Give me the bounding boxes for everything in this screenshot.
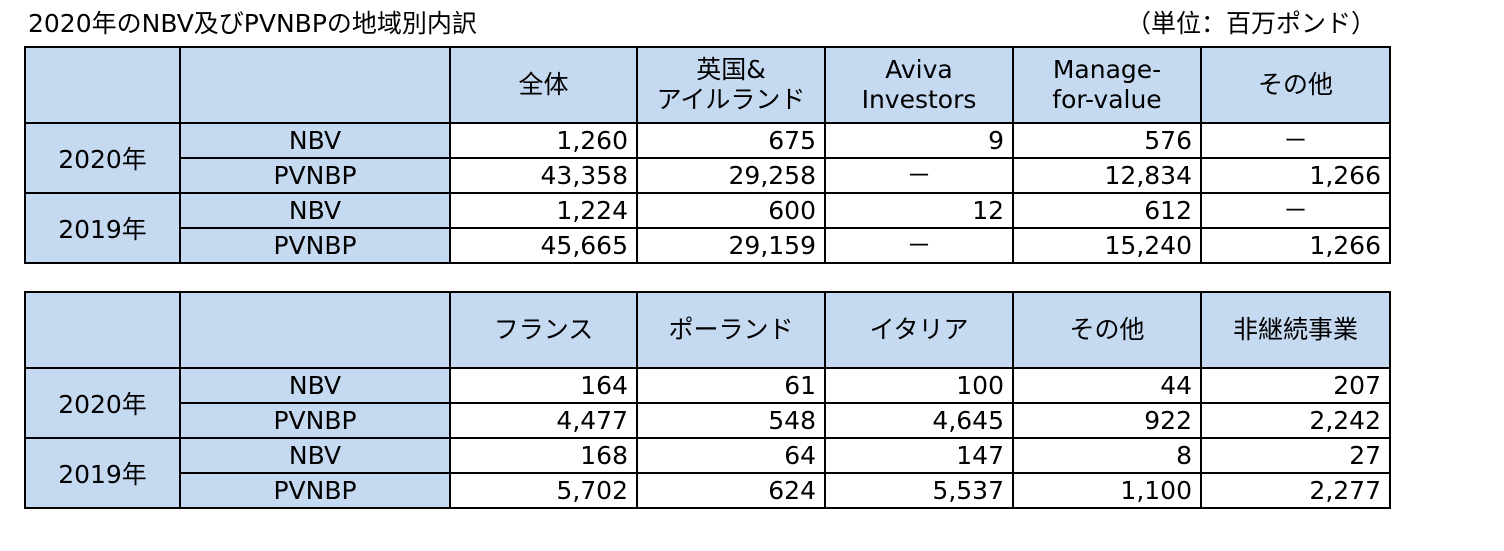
table-row: PVNBP 45,665 29,159 － 15,240 1,266 xyxy=(25,227,1391,264)
value-cell: 44 xyxy=(1012,367,1202,404)
table-row: 2020年 NBV 164 61 100 44 207 xyxy=(24,367,1391,439)
value-cell: 1,224 xyxy=(449,192,638,229)
value-cell: 207 xyxy=(1200,367,1391,404)
value-cell: 8 xyxy=(1012,437,1202,474)
value-cell: 4,477 xyxy=(449,402,638,439)
value-cell: 147 xyxy=(824,437,1014,474)
column-header: イタリア xyxy=(824,291,1014,369)
column-header: Aviva Investors xyxy=(824,46,1014,124)
metric-cell: NBV xyxy=(179,437,451,474)
table-header-row: 全体 英国& アイルランド Aviva Investors Manage-for-v… xyxy=(24,46,1391,124)
column-header: ポーランド xyxy=(636,291,826,369)
table-regional-breakdown-1: 全体 英国& アイルランド Aviva Investors Manage-for-v… xyxy=(24,46,1391,264)
value-cell: 9 xyxy=(824,122,1014,159)
table-header-row: フランス ポーランド イタリア その他 非継続事業 xyxy=(24,291,1391,369)
value-cell: 12 xyxy=(824,192,1014,229)
metric-cell: NBV xyxy=(179,122,451,159)
table-row: 2020年 NBV 1,260 675 9 576 － xyxy=(24,122,1391,194)
value-cell: 600 xyxy=(636,192,826,229)
value-cell: 548 xyxy=(636,402,826,439)
value-cell: 29,159 xyxy=(636,227,826,264)
metric-cell: PVNBP xyxy=(179,402,451,439)
column-header: 全体 xyxy=(449,46,638,124)
year-cell: 2020年 xyxy=(24,122,181,194)
header-blank xyxy=(24,291,181,369)
value-cell: 29,258 xyxy=(636,157,826,194)
value-cell: 1,100 xyxy=(1012,472,1202,509)
metric-cell: NBV xyxy=(179,367,451,404)
value-cell: 612 xyxy=(1012,192,1202,229)
header-line: Aviva xyxy=(885,55,953,84)
header-line: Manage- xyxy=(1052,55,1162,84)
column-header: その他 xyxy=(1012,291,1202,369)
value-cell: 1,266 xyxy=(1200,157,1391,194)
year-cell: 2020年 xyxy=(24,367,181,439)
header-blank xyxy=(24,46,181,124)
value-cell: 45,665 xyxy=(449,227,638,264)
table-row: 2019年 NBV 168 64 147 8 27 xyxy=(24,437,1391,509)
value-cell: － xyxy=(824,157,1014,194)
metric-cell: PVNBP xyxy=(179,157,451,194)
metric-cell: PVNBP xyxy=(179,472,451,509)
value-cell: 675 xyxy=(636,122,826,159)
table-row: PVNBP 5,702 624 5,537 1,100 2,277 xyxy=(25,472,1391,509)
value-cell: 15,240 xyxy=(1012,227,1202,264)
header-line: アイルランド xyxy=(656,85,806,114)
value-cell: 624 xyxy=(636,472,826,509)
value-cell: 168 xyxy=(449,437,638,474)
value-cell: 2,242 xyxy=(1200,402,1391,439)
year-cell: 2019年 xyxy=(24,192,181,264)
column-header: 英国& アイルランド xyxy=(636,46,826,124)
table-row: PVNBP 43,358 29,258 － 12,834 1,266 xyxy=(25,157,1391,194)
column-header: Manage-for-value xyxy=(1012,46,1202,124)
value-cell: － xyxy=(824,227,1014,264)
value-cell: 576 xyxy=(1012,122,1202,159)
header-blank xyxy=(179,46,451,124)
value-cell: 922 xyxy=(1012,402,1202,439)
metric-cell: NBV xyxy=(179,192,451,229)
header-line: 英国& xyxy=(696,55,766,84)
table-regional-breakdown-2: フランス ポーランド イタリア その他 非継続事業 2020年 NBV 164 61 1… xyxy=(24,291,1391,509)
page-title: 2020年のNBV及びPVNBPの地域別内訳 xyxy=(28,9,477,38)
header-line: for-value xyxy=(1052,85,1162,114)
value-cell: 5,702 xyxy=(449,472,638,509)
value-cell: 100 xyxy=(824,367,1014,404)
value-cell: 1,260 xyxy=(449,122,638,159)
column-header: フランス xyxy=(449,291,638,369)
value-cell: － xyxy=(1200,122,1391,159)
value-cell: 5,537 xyxy=(824,472,1014,509)
table-row: PVNBP 4,477 548 4,645 922 2,242 xyxy=(25,402,1391,439)
value-cell: － xyxy=(1200,192,1391,229)
value-cell: 27 xyxy=(1200,437,1391,474)
header-line: Investors xyxy=(861,85,977,114)
value-cell: 12,834 xyxy=(1012,157,1202,194)
table-row: 2019年 NBV 1,224 600 12 612 － xyxy=(24,192,1391,264)
value-cell: 43,358 xyxy=(449,157,638,194)
column-header: その他 xyxy=(1200,46,1391,124)
value-cell: 61 xyxy=(636,367,826,404)
header-blank xyxy=(179,291,451,369)
value-cell: 164 xyxy=(449,367,638,404)
value-cell: 64 xyxy=(636,437,826,474)
unit-label: （単位：百万ポンド） xyxy=(1126,9,1377,38)
value-cell: 2,277 xyxy=(1200,472,1391,509)
column-header: 非継続事業 xyxy=(1200,291,1391,369)
year-cell: 2019年 xyxy=(24,437,181,509)
metric-cell: PVNBP xyxy=(179,227,451,264)
value-cell: 1,266 xyxy=(1200,227,1391,264)
value-cell: 4,645 xyxy=(824,402,1014,439)
